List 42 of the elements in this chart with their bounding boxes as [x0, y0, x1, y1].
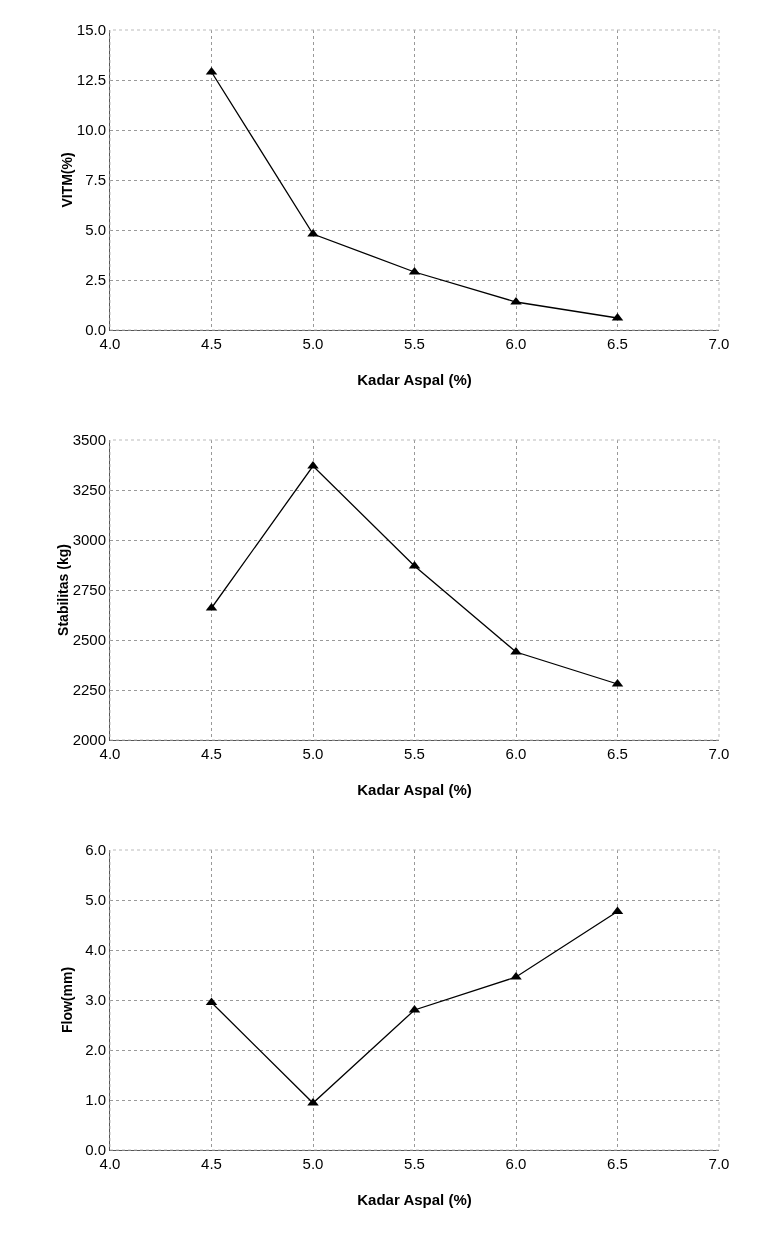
y-tick-label: 2500 [72, 631, 106, 649]
x-tick-label: 6.5 [607, 335, 628, 352]
y-tick-label: 2.5 [85, 271, 106, 289]
x-tick-label: 7.0 [708, 335, 730, 352]
y-tick-label: 1.0 [85, 1091, 106, 1109]
x-tick-label: 6.5 [607, 1155, 628, 1172]
y-axis-title: Stabilitas (kg) [54, 544, 71, 636]
y-tick-label: 2.0 [85, 1041, 106, 1059]
x-tick-label: 6.0 [505, 1155, 527, 1172]
y-tick-label: 6.0 [85, 841, 106, 859]
y-tick-label: 2750 [72, 581, 106, 599]
x-tick-label: 6.5 [607, 745, 628, 762]
x-tick-label: 5.5 [404, 335, 425, 352]
x-tick-label: 6.0 [505, 745, 527, 762]
y-tick-label: 3.0 [85, 991, 106, 1009]
y-tick-label: 3250 [72, 481, 106, 499]
y-tick-label: 5.0 [85, 221, 106, 239]
x-axis-title: Kadar Aspal (%) [357, 781, 472, 798]
x-tick-label: 5.0 [302, 1155, 324, 1172]
y-tick-label: 7.5 [85, 171, 106, 189]
x-tick-label: 7.0 [708, 745, 730, 762]
y-tick-label: 4.0 [85, 941, 106, 959]
y-axis-title: Flow(mm) [59, 966, 75, 1034]
y-tick-label: 5.0 [85, 891, 106, 909]
x-tick-label: 4.5 [201, 1155, 222, 1172]
x-tick-label: 5.0 [302, 335, 324, 352]
x-axis-title: Kadar Aspal (%) [357, 1191, 472, 1208]
y-tick-label: 12.5 [76, 71, 106, 89]
x-tick-label: 5.5 [404, 1155, 425, 1172]
y-tick-label: 3000 [72, 531, 106, 549]
y-tick-label: 3500 [72, 431, 106, 449]
x-tick-label: 4.5 [201, 335, 222, 352]
x-tick-label: 5.5 [404, 745, 425, 762]
x-axis-title: Kadar Aspal (%) [357, 371, 472, 388]
y-tick-label: 10.0 [76, 121, 106, 139]
y-tick-label: 2250 [72, 681, 106, 699]
y-axis-title: VITM(%) [59, 152, 75, 208]
x-tick-label: 7.0 [708, 1155, 730, 1172]
x-tick-label: 6.0 [505, 335, 527, 352]
x-tick-label: 5.0 [302, 745, 324, 762]
x-tick-label: 4.5 [201, 745, 222, 762]
y-tick-label: 15.0 [76, 21, 106, 39]
